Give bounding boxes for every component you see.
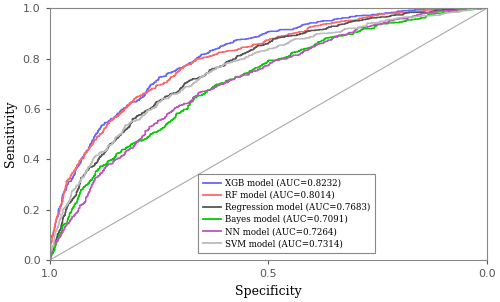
Legend: XGB model (AUC=0.8232), RF model (AUC=0.8014), Regression model (AUC=0.7683), Ba: XGB model (AUC=0.8232), RF model (AUC=0.… <box>198 174 376 253</box>
Y-axis label: Sensitivity: Sensitivity <box>4 101 17 167</box>
X-axis label: Specificity: Specificity <box>235 285 302 298</box>
